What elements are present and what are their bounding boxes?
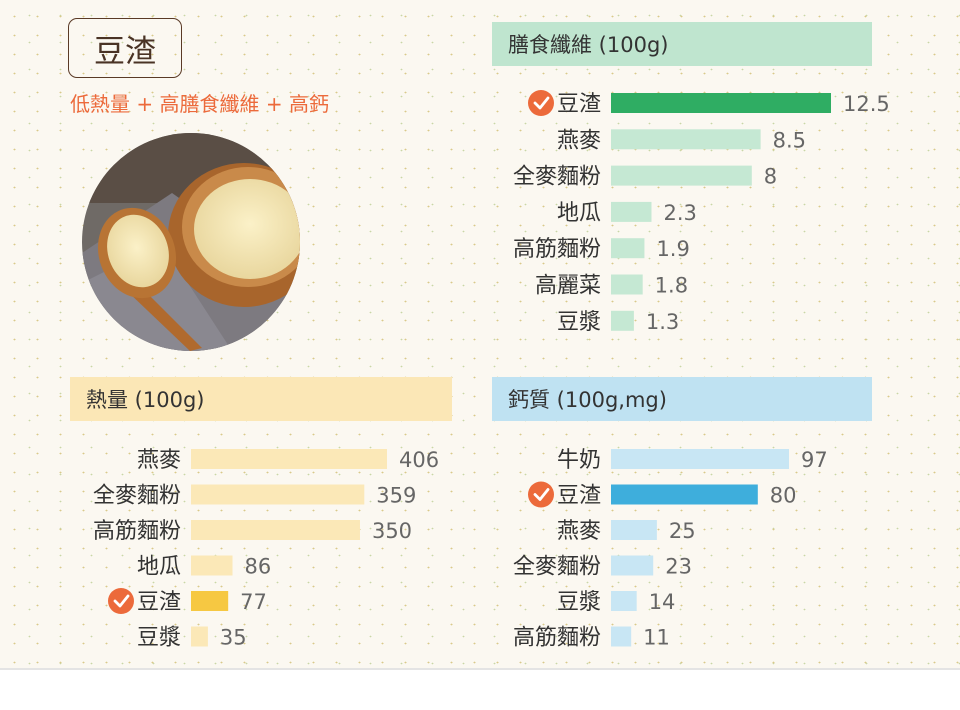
- fiber-category-label-3: 地瓜: [557, 201, 601, 226]
- fiber-chart-title: 膳食纖維 (100g): [492, 22, 872, 66]
- fiber-category-label-6: 豆漿: [557, 310, 601, 335]
- calorie-chart-title: 熱量 (100g): [70, 377, 452, 421]
- calories-value-label-5: 35: [220, 626, 247, 650]
- calcium-value-label-3: 23: [665, 555, 692, 579]
- fiber-category-label-0: 豆渣: [557, 92, 601, 117]
- calories-bar-5: [191, 626, 208, 647]
- calcium-category-label-2: 燕麥: [557, 519, 601, 544]
- okara-photo: [82, 133, 300, 351]
- fiber-category-label-2: 全麥麵粉: [513, 165, 601, 190]
- fiber-bar-1: [611, 129, 761, 150]
- check-icon: [528, 90, 554, 116]
- calories-category-label-1: 全麥麵粉: [93, 484, 181, 509]
- bottom-divider: [0, 668, 960, 670]
- calcium-bar-4: [611, 591, 637, 611]
- calcium-category-label-3: 全麥麵粉: [513, 555, 601, 580]
- fiber-value-label-1: 8.5: [773, 128, 806, 152]
- calcium-category-label-5: 高筋麵粉: [513, 626, 601, 651]
- fiber-category-label-5: 高麗菜: [535, 274, 601, 299]
- calories-value-label-0: 406: [399, 448, 439, 472]
- calcium-category-label-0: 牛奶: [557, 448, 601, 473]
- calories-value-label-2: 350: [372, 519, 412, 543]
- calories-bar-4: [191, 591, 229, 611]
- calories-value-label-4: 77: [240, 590, 267, 614]
- fiber-bar-2: [611, 165, 752, 186]
- calcium-bar-5: [611, 626, 632, 647]
- page-title: 豆渣: [68, 18, 182, 78]
- fiber-bar-6: [611, 310, 634, 331]
- calcium-bar-3: [611, 555, 654, 576]
- fiber-value-label-4: 1.9: [656, 237, 689, 261]
- calories-category-label-3: 地瓜: [137, 555, 181, 580]
- calories-value-label-1: 359: [376, 484, 416, 508]
- calcium-bar-0: [611, 449, 789, 469]
- fiber-category-label-1: 燕麥: [557, 128, 601, 153]
- calories-value-label-3: 86: [245, 555, 272, 579]
- fiber-value-label-5: 1.8: [655, 274, 688, 298]
- calories-category-label-2: 高筋麵粉: [93, 519, 181, 544]
- calories-bar-0: [191, 449, 387, 469]
- calcium-value-label-0: 97: [801, 448, 828, 472]
- calcium-category-label-1: 豆渣: [557, 484, 601, 509]
- calcium-value-label-1: 80: [770, 484, 797, 508]
- fiber-bar-3: [611, 201, 652, 222]
- fiber-bar-4: [611, 238, 645, 259]
- fiber-value-label-2: 8: [764, 165, 777, 189]
- fiber-value-label-6: 1.3: [646, 310, 679, 334]
- calcium-category-label-4: 豆漿: [557, 590, 601, 615]
- check-icon: [108, 588, 134, 614]
- calcium-bar-2: [611, 520, 657, 540]
- calories-category-label-0: 燕麥: [137, 448, 181, 473]
- check-icon: [528, 481, 554, 508]
- calories-bar-2: [191, 520, 360, 540]
- fiber-bar-0: [611, 93, 831, 113]
- calories-category-label-5: 豆漿: [137, 626, 181, 651]
- calories-category-label-4: 豆渣: [137, 590, 181, 615]
- calories-bar-1: [191, 484, 365, 505]
- calcium-value-label-5: 11: [643, 626, 670, 650]
- fiber-value-label-0: 12.5: [843, 92, 890, 116]
- page-subtitle: 低熱量 + 高膳食纖維 + 高鈣: [70, 92, 329, 116]
- calcium-chart-title: 鈣質 (100g,mg): [492, 377, 872, 421]
- calcium-value-label-4: 14: [649, 590, 676, 614]
- fiber-value-label-3: 2.3: [663, 201, 696, 225]
- fiber-category-label-4: 高筋麵粉: [513, 237, 601, 262]
- fiber-bar-5: [611, 274, 643, 295]
- calories-bar-3: [191, 555, 233, 576]
- calcium-value-label-2: 25: [669, 519, 696, 543]
- calcium-bar-1: [611, 484, 758, 505]
